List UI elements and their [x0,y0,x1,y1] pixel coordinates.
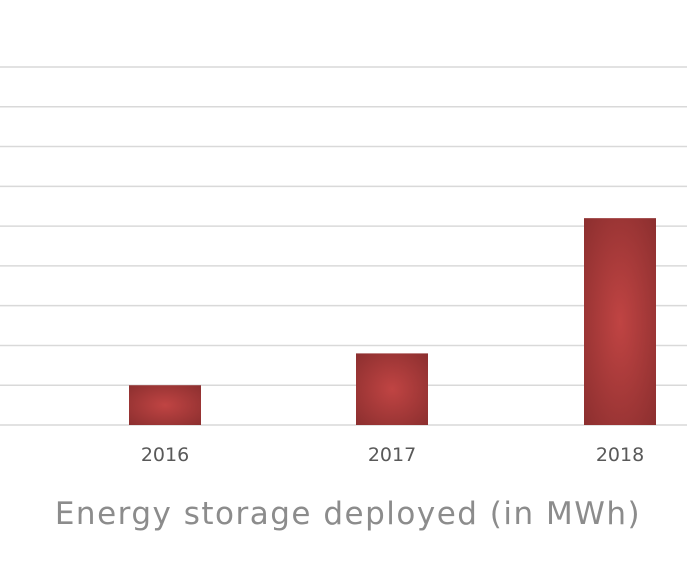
x-tick-label-2018: 2018 [596,444,644,466]
bars [129,218,656,425]
x-tick-label-2017: 2017 [368,444,416,466]
bar-2017 [356,353,428,425]
bar-2018 [584,218,656,425]
x-tick-label-2016: 2016 [141,444,189,466]
gridlines [0,66,687,426]
chart-title: Energy storage deployed (in MWh) [55,496,641,532]
bar-2016 [129,385,201,425]
x-axis-tick-labels: 2016 2017 2018 [141,444,644,466]
